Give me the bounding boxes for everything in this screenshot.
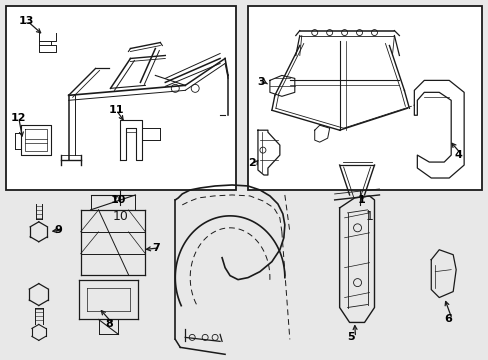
Bar — [6, 6, 236, 190]
Text: 6: 6 — [443, 314, 451, 324]
Text: 8: 8 — [105, 319, 113, 329]
Text: 5: 5 — [347, 332, 354, 342]
Text: 13: 13 — [19, 15, 34, 26]
Text: 10: 10 — [112, 210, 128, 223]
Text: 1: 1 — [365, 210, 373, 223]
Text: 11: 11 — [108, 105, 124, 115]
Text: 12: 12 — [11, 113, 26, 123]
Text: 3: 3 — [256, 77, 264, 87]
Text: 4: 4 — [453, 150, 461, 160]
Text: 7: 7 — [152, 243, 160, 253]
Text: 2: 2 — [247, 158, 255, 168]
Text: 1: 1 — [357, 195, 365, 205]
Bar — [247, 6, 481, 190]
Text: 10: 10 — [110, 195, 125, 205]
Text: 9: 9 — [55, 225, 62, 235]
